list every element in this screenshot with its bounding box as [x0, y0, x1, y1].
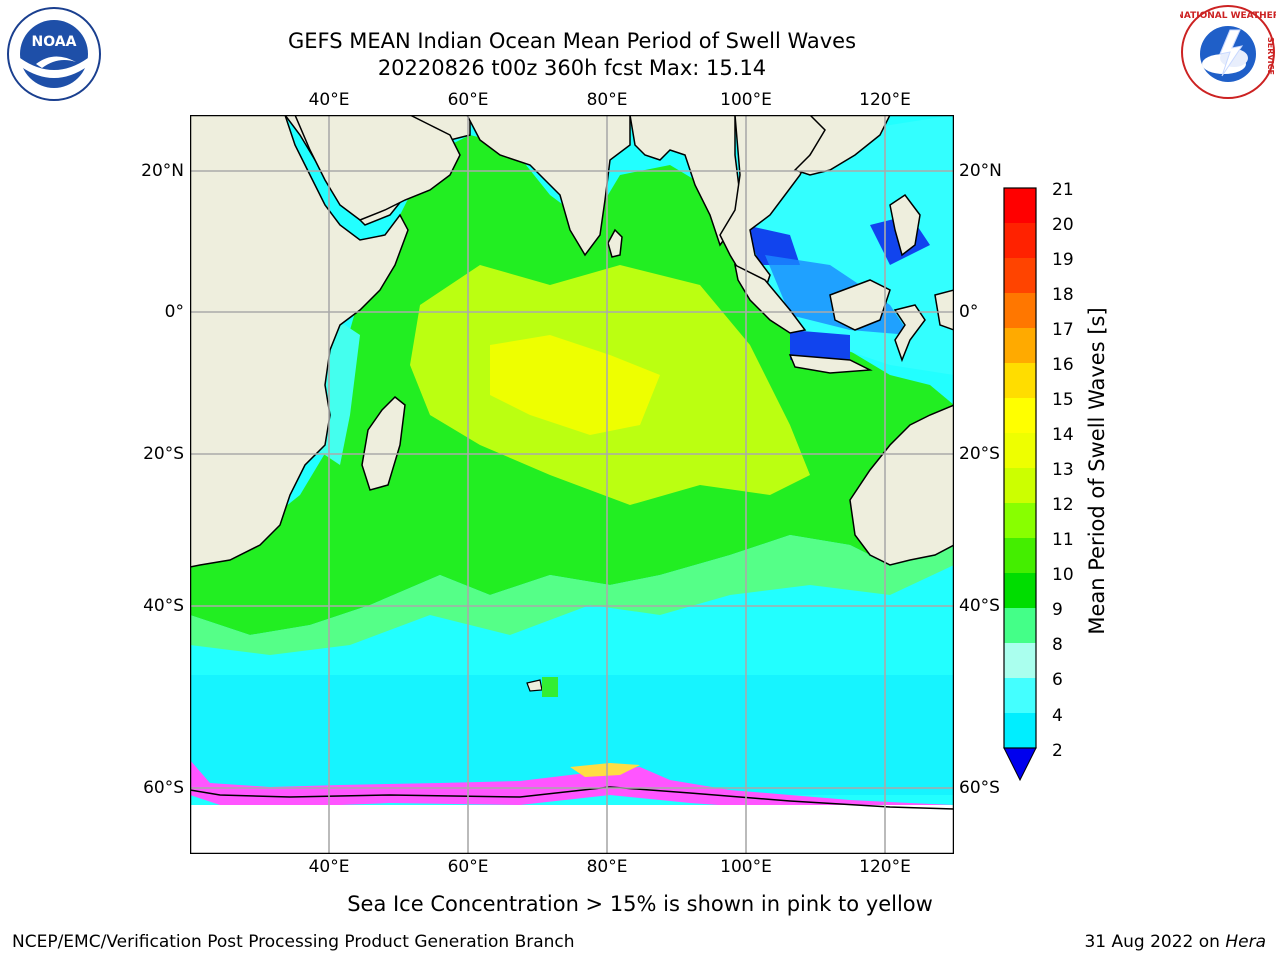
land-bangladesh-myanmar	[629, 115, 741, 247]
lon-label-bottom: 80°E	[586, 857, 628, 877]
lon-label-top: 120°E	[859, 90, 911, 110]
chart-subtitle: 20220826 t00z 360h fcst Max: 15.14	[377, 56, 767, 80]
cb-tick-label: 6	[1052, 670, 1063, 690]
cb-seg	[1004, 468, 1036, 503]
map-frame	[190, 115, 954, 854]
land-new-guinea	[934, 289, 954, 331]
lon-label-bottom: 100°E	[720, 857, 772, 877]
cb-seg	[1004, 398, 1036, 433]
cb-tick-label: 20	[1052, 215, 1074, 235]
cb-seg	[1004, 608, 1036, 643]
ocean-lightgreen-band	[190, 535, 954, 655]
land-australia	[849, 404, 954, 566]
antarctic-coast	[190, 786, 954, 810]
lat-label-left: 0°	[164, 302, 184, 322]
lon-label-top: 100°E	[720, 90, 772, 110]
lat-label-right: 20°N	[959, 161, 1002, 181]
land-java	[788, 354, 873, 374]
lat-label-right: 20°S	[959, 444, 1000, 464]
land-philippines	[889, 193, 921, 257]
cb-tick-label: 17	[1052, 320, 1074, 340]
cb-tick-label: 21	[1052, 180, 1074, 200]
cb-tick-label: 12	[1052, 495, 1074, 515]
antarctica	[190, 805, 954, 854]
cb-tick-label: 8	[1052, 635, 1063, 655]
cb-tick-label: 16	[1052, 355, 1074, 375]
lon-label-bottom: 60°E	[447, 857, 489, 877]
ocean-blue-patches	[745, 215, 930, 360]
cb-tick-label: 10	[1052, 565, 1074, 585]
cb-seg	[1004, 223, 1036, 258]
sea-ice-note: Sea Ice Concentration > 15% is shown in …	[347, 892, 933, 916]
lon-label-bottom: 40°E	[308, 857, 350, 877]
land-borneo	[829, 279, 891, 331]
colorbar-title: Mean Period of Swell Waves [s]	[1085, 307, 1109, 635]
colorbar	[1003, 187, 1037, 782]
chart-title: GEFS MEAN Indian Ocean Mean Period of Sw…	[287, 29, 857, 53]
lon-label-top: 60°E	[447, 90, 489, 110]
cb-tick-label: 18	[1052, 285, 1074, 305]
lat-label-right: 40°S	[959, 596, 1000, 616]
lat-label-right: 60°S	[959, 778, 1000, 798]
lat-label-left: 20°N	[141, 161, 184, 181]
cb-frame	[1003, 187, 1037, 749]
land-sulawesi	[893, 304, 926, 363]
ocean-yellow-peak	[490, 335, 660, 435]
cb-tick-label: 4	[1052, 706, 1063, 726]
cb-tick-label: 19	[1052, 250, 1074, 270]
cb-tick-label: 2	[1052, 741, 1063, 761]
indian-ocean-map	[190, 115, 954, 854]
kerguelen-green	[542, 677, 558, 697]
cb-seg	[1004, 538, 1036, 573]
cb-triangle	[1003, 747, 1037, 782]
nws-logo-side-text: SERVICE	[1266, 37, 1275, 75]
cb-seg	[1004, 328, 1036, 363]
nws-logo-text: NATIONAL WEATHER	[1180, 11, 1276, 21]
gridlines	[190, 115, 954, 854]
lon-label-bottom: 120°E	[859, 857, 911, 877]
cb-seg	[1004, 293, 1036, 328]
land-india	[466, 115, 631, 257]
cb-seg	[1004, 363, 1036, 398]
cb-tick-label: 15	[1052, 390, 1074, 410]
cb-tick-label: 11	[1052, 530, 1074, 550]
lat-label-left: 40°S	[143, 596, 184, 616]
cb-seg	[1004, 643, 1036, 678]
cb-seg	[1004, 573, 1036, 608]
cb-seg	[1004, 713, 1036, 748]
date-value: 31 Aug 2022 on	[1084, 932, 1226, 952]
noaa-logo-text: NOAA	[32, 34, 77, 50]
cb-seg	[1004, 503, 1036, 538]
cb-tick-label: 14	[1052, 425, 1074, 445]
cb-seg	[1004, 258, 1036, 293]
lat-label-right: 0°	[959, 302, 979, 322]
cb-seg	[1004, 188, 1036, 223]
land-sri-lanka	[607, 228, 623, 258]
land-madagascar	[361, 395, 406, 491]
cb-seg	[1004, 433, 1036, 468]
lat-label-left: 60°S	[143, 778, 184, 798]
nws-logo: NATIONAL WEATHER SERVICE	[1176, 4, 1280, 100]
sea-ice-yellow	[570, 763, 640, 777]
credit-text: NCEP/EMC/Verification Post Processing Pr…	[12, 932, 575, 952]
noaa-logo: NOAA	[6, 6, 102, 102]
land-sumatra	[733, 263, 807, 334]
land-arabia	[294, 115, 461, 221]
cb-seg	[1004, 678, 1036, 713]
cb-tick-label: 9	[1052, 600, 1063, 620]
lon-label-top: 80°E	[586, 90, 628, 110]
host-name: Hera	[1225, 932, 1266, 952]
lon-label-top: 40°E	[308, 90, 350, 110]
cb-tick-label: 13	[1052, 460, 1074, 480]
lat-label-left: 20°S	[143, 444, 184, 464]
date-text: 31 Aug 2022 on Hera	[1084, 932, 1266, 952]
